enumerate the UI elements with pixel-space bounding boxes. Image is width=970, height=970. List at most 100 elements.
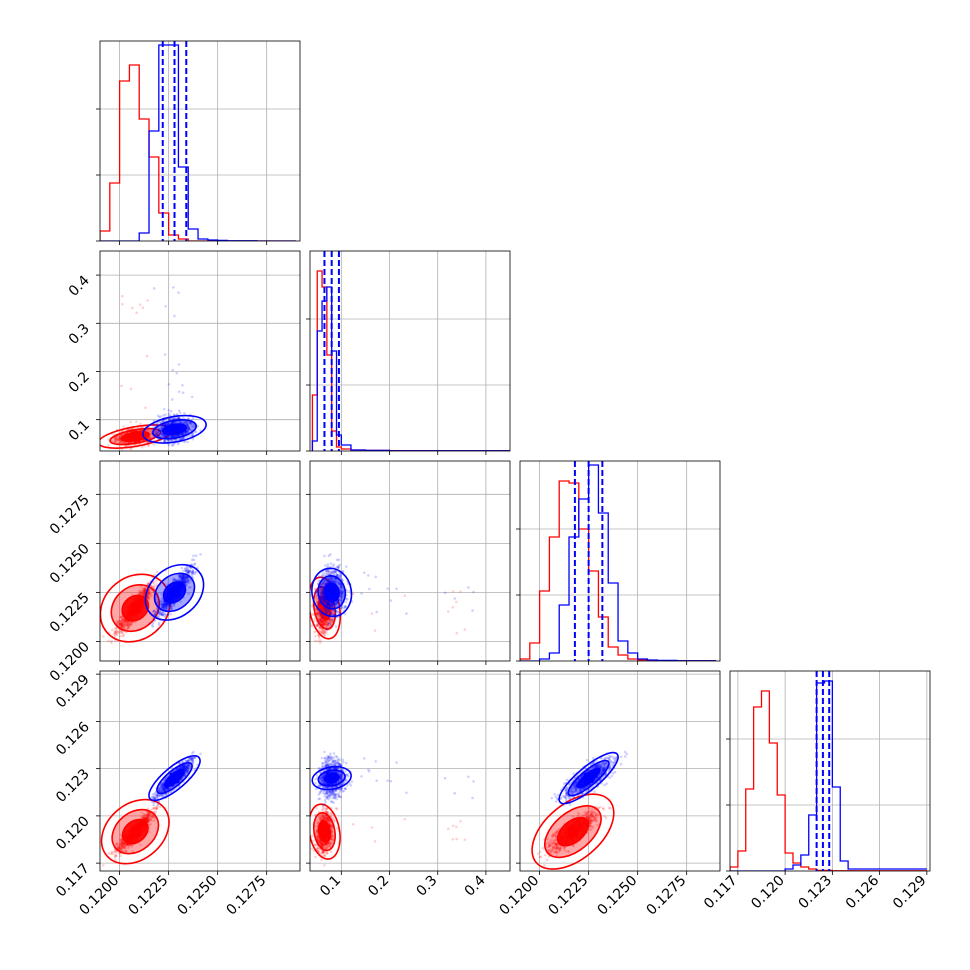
sample-point (183, 577, 186, 581)
sample-point (190, 571, 194, 574)
sample-point (183, 420, 187, 423)
sample-point (314, 634, 317, 638)
sample-point (184, 430, 188, 434)
sample-point (135, 311, 138, 315)
sample-point (185, 421, 189, 424)
sample-point (160, 433, 164, 436)
sample-point (119, 620, 123, 623)
sample-point (166, 603, 169, 606)
sample-point (186, 581, 190, 585)
sample-point (164, 606, 167, 609)
sample-point (315, 624, 319, 627)
sample-point (121, 624, 124, 627)
sample-point (323, 632, 327, 635)
sample-point (321, 622, 325, 625)
sample-point (184, 569, 188, 572)
sample-point (139, 422, 142, 426)
panel-1-1 (306, 250, 511, 455)
sample-point (179, 421, 182, 425)
sample-point (166, 435, 170, 438)
sample-point (156, 608, 160, 612)
sample-point (142, 591, 146, 595)
sample-point (317, 618, 321, 621)
sample-point (138, 591, 142, 594)
sample-point (117, 437, 121, 441)
sample-point (158, 427, 161, 431)
panel-frame (309, 250, 511, 452)
sample-point (171, 421, 174, 425)
sample-point (319, 618, 323, 622)
sample-point (156, 609, 160, 613)
sample-point (187, 417, 190, 420)
sample-point (140, 588, 144, 592)
sample-point (185, 584, 188, 587)
sample-point (183, 576, 186, 579)
sample-point (178, 573, 181, 577)
sample-point (183, 411, 186, 415)
sample-point (328, 619, 332, 623)
sample-point (147, 592, 151, 596)
sample-point (122, 633, 126, 637)
sample-point (179, 579, 183, 582)
sample-point (150, 593, 153, 597)
sample-point (320, 631, 323, 634)
sample-point (339, 588, 342, 592)
sample-point (147, 598, 151, 601)
sample-point (118, 623, 122, 626)
sample-point (147, 429, 151, 433)
sample-point (182, 437, 186, 440)
sample-point (153, 610, 156, 613)
sample-point (182, 579, 186, 582)
sample-point (122, 621, 125, 624)
sample-point (339, 595, 342, 598)
sample-point (181, 577, 185, 581)
sample-point (339, 585, 343, 588)
sample-point (185, 577, 188, 581)
sample-point (142, 592, 146, 596)
sample-point (120, 433, 123, 437)
sample-point (163, 439, 167, 443)
sample-point (185, 430, 188, 433)
sample-point (330, 601, 334, 605)
sample-point (164, 607, 167, 610)
sample-point (181, 578, 184, 582)
sample-point (122, 618, 126, 622)
sample-point (144, 587, 147, 590)
sample-point (164, 413, 167, 416)
sample-point (114, 627, 117, 631)
sample-point (176, 434, 180, 437)
sample-point (162, 606, 166, 609)
sample-point (118, 438, 121, 441)
sample-point (159, 600, 163, 603)
contour-red (100, 573, 171, 643)
sample-point (325, 627, 329, 631)
sample-point (321, 628, 325, 632)
sample-point (142, 589, 146, 593)
sample-point (126, 622, 130, 626)
sample-point (332, 580, 335, 583)
sample-point (320, 620, 323, 624)
sample-point (187, 425, 190, 428)
sample-point (335, 558, 339, 562)
sample-point (152, 580, 156, 584)
sample-point (143, 587, 147, 591)
sample-point (193, 563, 196, 566)
sample-point (159, 430, 163, 434)
sample-point (190, 434, 193, 438)
sample-point (170, 435, 173, 438)
sample-point (141, 592, 144, 596)
sample-point (115, 629, 119, 633)
sample-point (159, 425, 163, 428)
sample-point (163, 607, 166, 611)
sample-point (184, 583, 188, 586)
sample-point (183, 579, 187, 582)
sample-point (181, 416, 185, 420)
sample-point (322, 600, 326, 604)
sample-point (326, 578, 330, 582)
sample-point (178, 433, 182, 436)
sample-point (115, 620, 119, 624)
sample-point (177, 434, 181, 437)
sample-point (122, 425, 126, 428)
sample-point (178, 575, 181, 578)
sample-point (148, 435, 152, 438)
